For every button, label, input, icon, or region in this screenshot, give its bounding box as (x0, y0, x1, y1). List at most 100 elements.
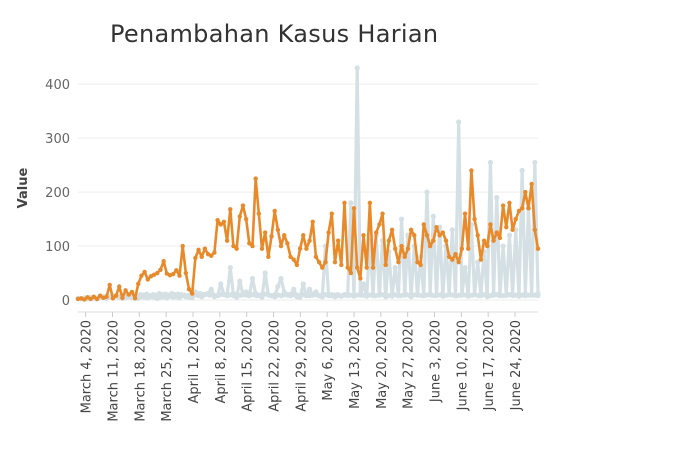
data-point-gray (494, 194, 500, 201)
data-point-orange (110, 296, 116, 301)
data-point-orange (472, 216, 477, 222)
data-point-orange (370, 265, 376, 270)
data-point-orange (393, 246, 398, 251)
data-point-orange (389, 227, 395, 233)
data-point-orange (123, 288, 128, 293)
data-point-orange (507, 200, 512, 206)
x-tick-label: March 11, 2020 (107, 320, 122, 422)
data-point-orange (174, 268, 179, 273)
x-tick-label: April 15, 2020 (241, 320, 256, 412)
data-point-orange (529, 181, 534, 187)
data-point-orange (367, 200, 373, 206)
data-point-orange (500, 203, 506, 208)
data-point-orange (469, 168, 474, 173)
data-point-gray (389, 293, 395, 299)
data-point-orange (446, 254, 452, 260)
data-point-orange (313, 254, 319, 260)
x-tick-label: April 29, 2020 (294, 320, 309, 412)
data-point-orange (320, 265, 325, 270)
y-axis: 0 100 200 300 400 (45, 78, 70, 309)
data-point-orange (516, 208, 522, 214)
data-point-orange (158, 267, 163, 272)
data-point-orange (170, 271, 176, 277)
data-point-orange (450, 257, 455, 262)
data-point-gray (424, 189, 430, 195)
data-point-gray (462, 265, 468, 271)
data-point-gray (218, 281, 224, 287)
data-point-orange (136, 281, 141, 287)
data-point-gray (398, 216, 405, 222)
data-point-orange (180, 243, 185, 249)
data-point-gray (433, 292, 440, 298)
data-point-orange (113, 293, 119, 298)
data-point-orange (218, 222, 223, 227)
data-point-gray (234, 294, 240, 300)
data-point-gray (430, 213, 436, 219)
data-point-orange (348, 270, 354, 276)
data-point-gray (522, 290, 528, 297)
data-point-orange (262, 230, 268, 235)
data-point-orange (399, 243, 404, 249)
data-point-orange (491, 238, 496, 243)
data-point-orange (335, 238, 341, 243)
data-point-orange (224, 238, 230, 243)
data-point-orange (342, 200, 347, 206)
data-point-orange (307, 238, 312, 243)
x-tick-label: June 10, 2020 (455, 320, 470, 411)
data-point-gray (395, 293, 402, 299)
data-point-orange (161, 258, 166, 264)
data-point-gray (189, 295, 195, 301)
data-point-orange (523, 189, 528, 195)
data-point-gray (272, 294, 278, 300)
data-point-gray (351, 293, 357, 299)
data-point-gray (440, 293, 446, 299)
data-point-orange (402, 254, 407, 260)
data-point-gray (487, 159, 494, 166)
data-point-gray (383, 294, 389, 300)
data-point-orange (237, 214, 242, 219)
data-point-gray (513, 227, 519, 233)
data-point-orange (519, 206, 525, 211)
data-point-orange (186, 287, 192, 292)
data-point-gray (490, 290, 497, 297)
x-axis: March 4, 2020 March 11, 2020 March 18, 202… (78, 311, 538, 422)
data-point-gray (402, 292, 408, 298)
data-point-gray (297, 294, 303, 300)
data-point-gray (205, 290, 211, 297)
data-point-orange (497, 235, 503, 241)
data-point-gray (237, 278, 243, 284)
data-point-orange (278, 243, 284, 249)
data-point-orange (142, 269, 147, 275)
data-point-orange (462, 211, 468, 216)
data-point-orange (234, 246, 239, 251)
data-point-orange (215, 217, 220, 223)
data-point-orange (332, 260, 338, 265)
data-point-orange (437, 233, 442, 238)
data-point-orange (412, 233, 417, 238)
data-point-orange (478, 257, 484, 262)
data-point-gray (456, 119, 462, 125)
data-point-orange (424, 233, 430, 238)
data-point-gray (370, 293, 376, 299)
data-point-orange (374, 230, 379, 235)
data-point-orange (475, 233, 480, 238)
data-point-orange (139, 273, 144, 278)
data-point-orange (155, 270, 160, 276)
data-point-orange (351, 206, 357, 211)
data-point-orange (535, 246, 541, 251)
data-point-orange (288, 254, 293, 260)
data-point-orange (132, 296, 138, 301)
data-point-gray (287, 293, 294, 299)
data-point-gray (243, 289, 249, 295)
data-point-orange (316, 260, 322, 265)
data-point-orange (231, 243, 236, 249)
data-point-orange (91, 294, 97, 299)
x-tick-label: March 25, 2020 (160, 320, 175, 422)
data-point-orange (266, 254, 271, 260)
data-point-orange (221, 219, 227, 224)
data-point-gray (246, 293, 252, 299)
data-point-orange (358, 276, 363, 281)
data-point-gray (249, 275, 256, 282)
data-point-gray (300, 281, 306, 287)
data-point-gray (357, 292, 363, 298)
